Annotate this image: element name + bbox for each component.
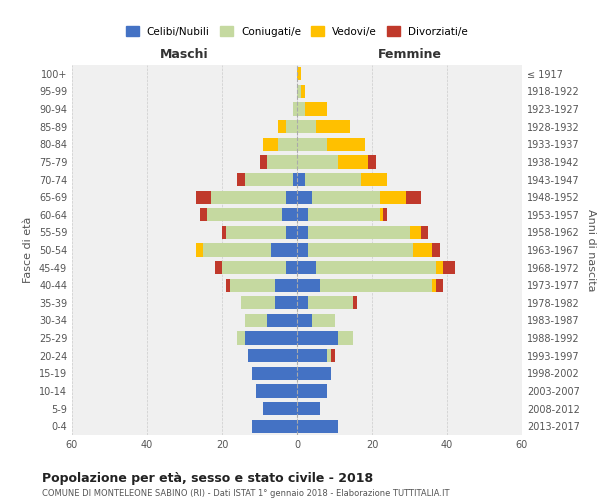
- Bar: [297, 102, 305, 116]
- Bar: [199, 208, 207, 222]
- Bar: [286, 190, 297, 204]
- Bar: [312, 314, 335, 327]
- Legend: Celibi/Nubili, Coniugati/e, Vedovi/e, Divorziati/e: Celibi/Nubili, Coniugati/e, Vedovi/e, Di…: [122, 22, 472, 40]
- Bar: [413, 244, 432, 256]
- Bar: [252, 420, 297, 433]
- Bar: [297, 366, 331, 380]
- Bar: [297, 332, 338, 344]
- Bar: [245, 314, 267, 327]
- Bar: [286, 261, 297, 274]
- Bar: [327, 349, 331, 362]
- Text: Maschi: Maschi: [160, 48, 209, 62]
- Bar: [263, 402, 297, 415]
- Bar: [436, 261, 443, 274]
- Bar: [380, 208, 383, 222]
- Bar: [267, 156, 297, 168]
- Bar: [406, 190, 421, 204]
- Bar: [211, 190, 286, 204]
- Bar: [245, 332, 297, 344]
- Bar: [297, 120, 316, 134]
- Y-axis label: Anni di nascita: Anni di nascita: [586, 209, 596, 291]
- Bar: [353, 296, 357, 310]
- Bar: [297, 226, 308, 239]
- Bar: [297, 85, 301, 98]
- Bar: [301, 85, 305, 98]
- Bar: [248, 349, 297, 362]
- Bar: [316, 261, 436, 274]
- Bar: [421, 226, 428, 239]
- Bar: [260, 156, 267, 168]
- Bar: [229, 278, 275, 292]
- Bar: [312, 190, 380, 204]
- Bar: [275, 278, 297, 292]
- Y-axis label: Fasce di età: Fasce di età: [23, 217, 33, 283]
- Bar: [222, 226, 226, 239]
- Bar: [226, 278, 229, 292]
- Bar: [282, 208, 297, 222]
- Bar: [432, 244, 439, 256]
- Bar: [252, 366, 297, 380]
- Bar: [316, 120, 349, 134]
- Bar: [297, 138, 327, 151]
- Text: COMUNE DI MONTELEONE SABINO (RI) - Dati ISTAT 1° gennaio 2018 - Elaborazione TUT: COMUNE DI MONTELEONE SABINO (RI) - Dati …: [42, 489, 449, 498]
- Bar: [383, 208, 387, 222]
- Bar: [237, 332, 245, 344]
- Bar: [293, 102, 297, 116]
- Bar: [436, 278, 443, 292]
- Bar: [226, 226, 286, 239]
- Bar: [241, 296, 275, 310]
- Text: Femmine: Femmine: [377, 48, 442, 62]
- Bar: [380, 190, 406, 204]
- Bar: [293, 173, 297, 186]
- Bar: [297, 244, 308, 256]
- Bar: [297, 173, 305, 186]
- Bar: [297, 296, 308, 310]
- Bar: [443, 261, 455, 274]
- Bar: [297, 349, 327, 362]
- Bar: [368, 156, 376, 168]
- Bar: [196, 244, 203, 256]
- Bar: [278, 120, 286, 134]
- Bar: [308, 208, 380, 222]
- Bar: [271, 244, 297, 256]
- Bar: [263, 138, 278, 151]
- Bar: [196, 190, 211, 204]
- Text: Popolazione per età, sesso e stato civile - 2018: Popolazione per età, sesso e stato civil…: [42, 472, 373, 485]
- Bar: [237, 173, 245, 186]
- Bar: [275, 296, 297, 310]
- Bar: [215, 261, 222, 274]
- Bar: [338, 332, 353, 344]
- Bar: [278, 138, 297, 151]
- Bar: [203, 244, 271, 256]
- Bar: [297, 67, 301, 80]
- Bar: [361, 173, 387, 186]
- Bar: [297, 261, 316, 274]
- Bar: [286, 120, 297, 134]
- Bar: [308, 296, 353, 310]
- Bar: [297, 190, 312, 204]
- Bar: [305, 173, 361, 186]
- Bar: [297, 402, 320, 415]
- Bar: [308, 244, 413, 256]
- Bar: [320, 278, 432, 292]
- Bar: [256, 384, 297, 398]
- Bar: [305, 102, 327, 116]
- Bar: [432, 278, 436, 292]
- Bar: [297, 314, 312, 327]
- Bar: [222, 261, 286, 274]
- Bar: [338, 156, 368, 168]
- Bar: [207, 208, 282, 222]
- Bar: [297, 156, 338, 168]
- Bar: [308, 226, 409, 239]
- Bar: [409, 226, 421, 239]
- Bar: [267, 314, 297, 327]
- Bar: [297, 208, 308, 222]
- Bar: [331, 349, 335, 362]
- Bar: [327, 138, 365, 151]
- Bar: [245, 173, 293, 186]
- Bar: [297, 278, 320, 292]
- Bar: [297, 384, 327, 398]
- Bar: [297, 420, 338, 433]
- Bar: [286, 226, 297, 239]
